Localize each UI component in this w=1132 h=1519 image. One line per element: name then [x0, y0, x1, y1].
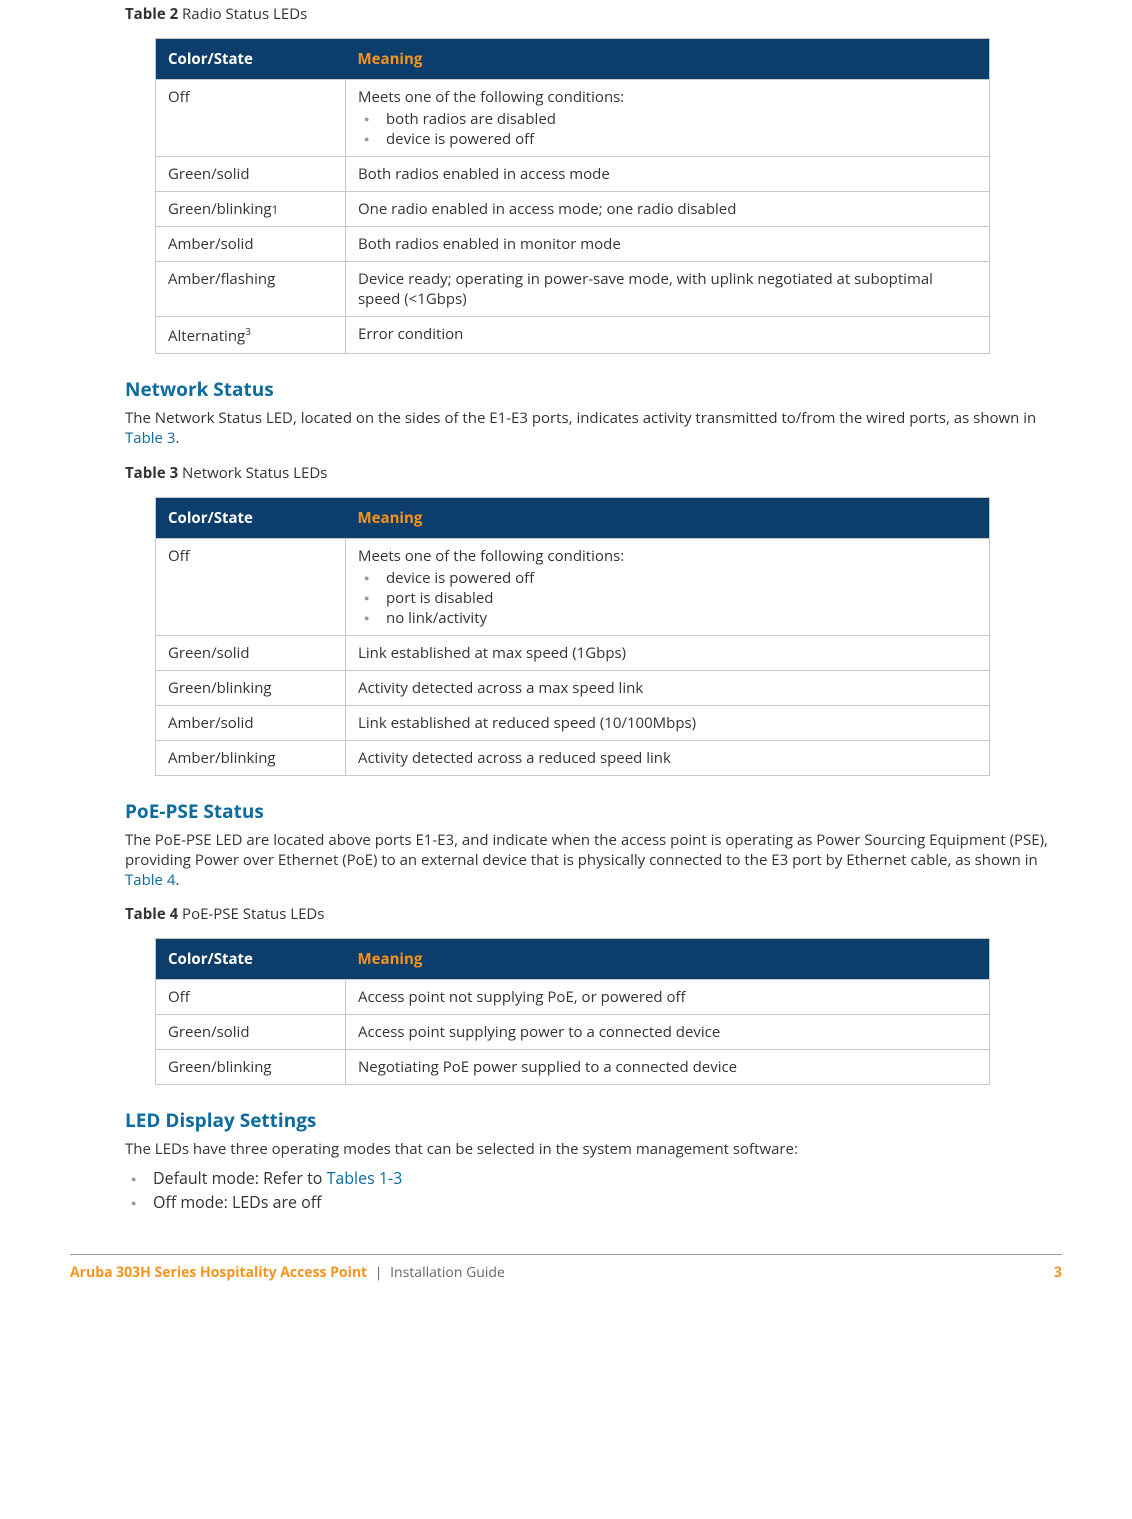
table3: Color/State Meaning Off Meets one of the…: [155, 497, 990, 776]
table3-caption: Table 3 Network Status LEDs: [125, 463, 1062, 483]
footer-product: Aruba 303H Series Hospitality Access Poi…: [70, 1263, 367, 1282]
tables-1-3-link[interactable]: Tables 1-3: [327, 1167, 403, 1189]
table4-header-col2: Meaning: [346, 939, 990, 980]
table-row: Off Meets one of the following condition…: [156, 80, 990, 157]
table3-link[interactable]: Table 3: [125, 428, 175, 448]
list-item: Default mode: Refer to Tables 1-3: [131, 1166, 1062, 1190]
network-status-heading: Network Status: [125, 376, 1062, 402]
footer-separator: |: [375, 1263, 383, 1282]
table4-link[interactable]: Table 4: [125, 870, 175, 890]
table4-caption: Table 4 PoE-PSE Status LEDs: [125, 904, 1062, 924]
table-row: Green/blinking1 One radio enabled in acc…: [156, 192, 990, 227]
footer-page-number: 3: [1054, 1263, 1062, 1282]
table-row: Green/solid Link established at max spee…: [156, 635, 990, 670]
led-settings-body: The LEDs have three operating modes that…: [125, 1139, 1062, 1159]
table-row: Amber/solid Link established at reduced …: [156, 705, 990, 740]
table3-header-col1: Color/State: [156, 497, 346, 538]
led-settings-heading: LED Display Settings: [125, 1107, 1062, 1133]
table4-header-col1: Color/State: [156, 939, 346, 980]
table3-header-col2: Meaning: [346, 497, 990, 538]
table-row: Green/blinking Activity detected across …: [156, 670, 990, 705]
table4: Color/State Meaning Off Access point not…: [155, 938, 990, 1085]
table2-header-col2: Meaning: [346, 39, 990, 80]
table-row: Green/solid Access point supplying power…: [156, 1015, 990, 1050]
table2: Color/State Meaning Off Meets one of the…: [155, 38, 990, 354]
table-row: Off Access point not supplying PoE, or p…: [156, 980, 990, 1015]
list-item: Off mode: LEDs are off: [131, 1190, 1062, 1214]
table-row: Amber/flashing Device ready; operating i…: [156, 262, 990, 317]
table2-header-col1: Color/State: [156, 39, 346, 80]
table-row: Amber/solid Both radios enabled in monit…: [156, 227, 990, 262]
network-status-body: The Network Status LED, located on the s…: [125, 408, 1062, 449]
footer-guide: Installation Guide: [390, 1263, 505, 1282]
page-footer: Aruba 303H Series Hospitality Access Poi…: [70, 1254, 1062, 1282]
table-row: Green/solid Both radios enabled in acces…: [156, 157, 990, 192]
table-row: Amber/blinking Activity detected across …: [156, 740, 990, 775]
table-row: Green/blinking Negotiating PoE power sup…: [156, 1050, 990, 1085]
poe-heading: PoE-PSE Status: [125, 798, 1062, 824]
table2-caption: Table 2 Radio Status LEDs: [125, 4, 1062, 24]
table-row: Alternating3 Error condition: [156, 317, 990, 354]
poe-body: The PoE-PSE LED are located above ports …: [125, 830, 1062, 891]
led-settings-list: Default mode: Refer to Tables 1-3 Off mo…: [125, 1166, 1062, 1214]
table-row: Off Meets one of the following condition…: [156, 538, 990, 635]
